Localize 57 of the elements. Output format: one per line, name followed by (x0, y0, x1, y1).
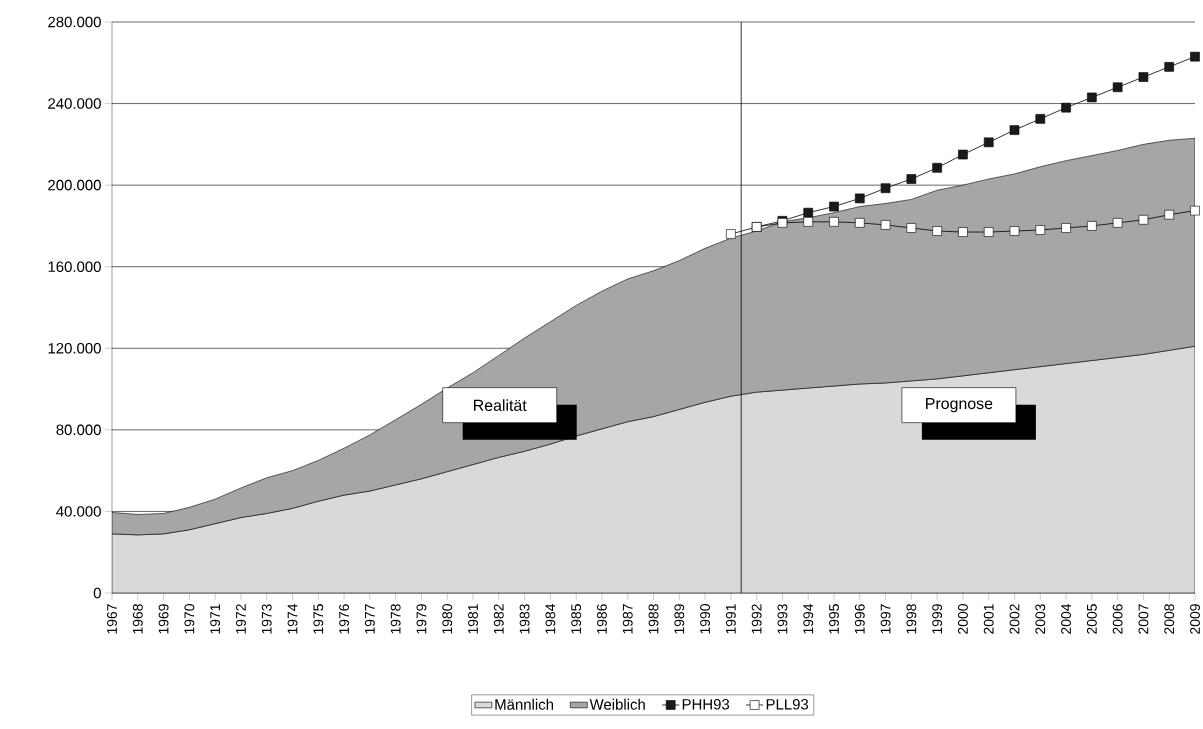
y-tick-label: 240.000 (48, 98, 101, 109)
x-tick-label: 2006 (1112, 604, 1123, 634)
x-tick-label: 2001 (983, 604, 994, 634)
x-tick-label: 1981 (468, 604, 478, 634)
x-tick-label: 2004 (1061, 603, 1072, 634)
legend-label: PLL93 (766, 699, 809, 710)
x-tick-label: 1999 (932, 604, 943, 634)
legend-label: PHH93 (682, 699, 730, 710)
x-tick-label: 1968 (132, 604, 143, 634)
y-tick-label: 0 (93, 587, 101, 599)
x-tick-label: 1997 (880, 604, 891, 634)
x-tick-label: 1974 (287, 603, 298, 634)
x-tick-label: 1992 (751, 604, 762, 634)
x-tick-label: 1970 (184, 604, 195, 634)
x-tick-label: 1973 (261, 604, 272, 634)
x-tick-label: 1995 (829, 604, 839, 634)
x-tick-label: 1990 (700, 604, 711, 634)
x-tick-label: 2009 (1190, 604, 1200, 634)
legend-label: Männlich (495, 698, 554, 710)
x-tick-label: 2000 (957, 604, 968, 634)
x-tick-label: 1983 (519, 604, 530, 634)
x-tick-label: 1988 (648, 604, 659, 634)
x-tick-label: 2007 (1138, 604, 1149, 634)
x-tick-label: 1994 (803, 603, 814, 634)
y-tick-label: 80.000 (56, 424, 101, 436)
x-tick-label: 1986 (596, 604, 607, 634)
x-tick-label: 1977 (364, 604, 375, 634)
x-tick-label: 2003 (1035, 604, 1046, 634)
y-tick-label: 280.000 (48, 16, 101, 28)
legend-label: Weiblich (589, 698, 645, 710)
x-tick-label: 1989 (674, 604, 685, 634)
x-tick-label: 1969 (158, 604, 169, 634)
annotation: Prognose (926, 398, 993, 413)
x-tick-label: 1984 (545, 603, 556, 634)
x-tick-label: 1975 (313, 604, 324, 634)
x-tick-label: 1985 (571, 604, 582, 634)
y-tick-label: 160.000 (48, 261, 101, 272)
x-tick-label: 1978 (390, 604, 401, 634)
x-tick-label: 2002 (1009, 604, 1020, 634)
y-tick-label: 120.000 (48, 342, 101, 354)
x-tick-label: 1982 (493, 604, 504, 634)
y-tick-label: 200.000 (48, 179, 101, 191)
x-tick-label: 2005 (1086, 604, 1097, 634)
x-tick-label: 1976 (339, 604, 350, 634)
x-tick-label: 1998 (906, 604, 917, 634)
x-tick-label: 1980 (442, 604, 453, 634)
x-tick-label: 1979 (416, 604, 427, 634)
x-tick-label: 1996 (854, 604, 865, 634)
x-tick-label: 1971 (210, 604, 221, 634)
annotation: Realität (474, 399, 527, 411)
x-tick-label: 2008 (1164, 604, 1175, 634)
x-tick-label: 1972 (235, 604, 246, 634)
x-tick-label: 1967 (107, 604, 117, 634)
x-tick-label: 1993 (777, 604, 788, 634)
x-tick-label: 1991 (725, 604, 736, 634)
x-tick-label: 1987 (622, 604, 633, 634)
y-tick-label: 40.000 (56, 506, 101, 517)
